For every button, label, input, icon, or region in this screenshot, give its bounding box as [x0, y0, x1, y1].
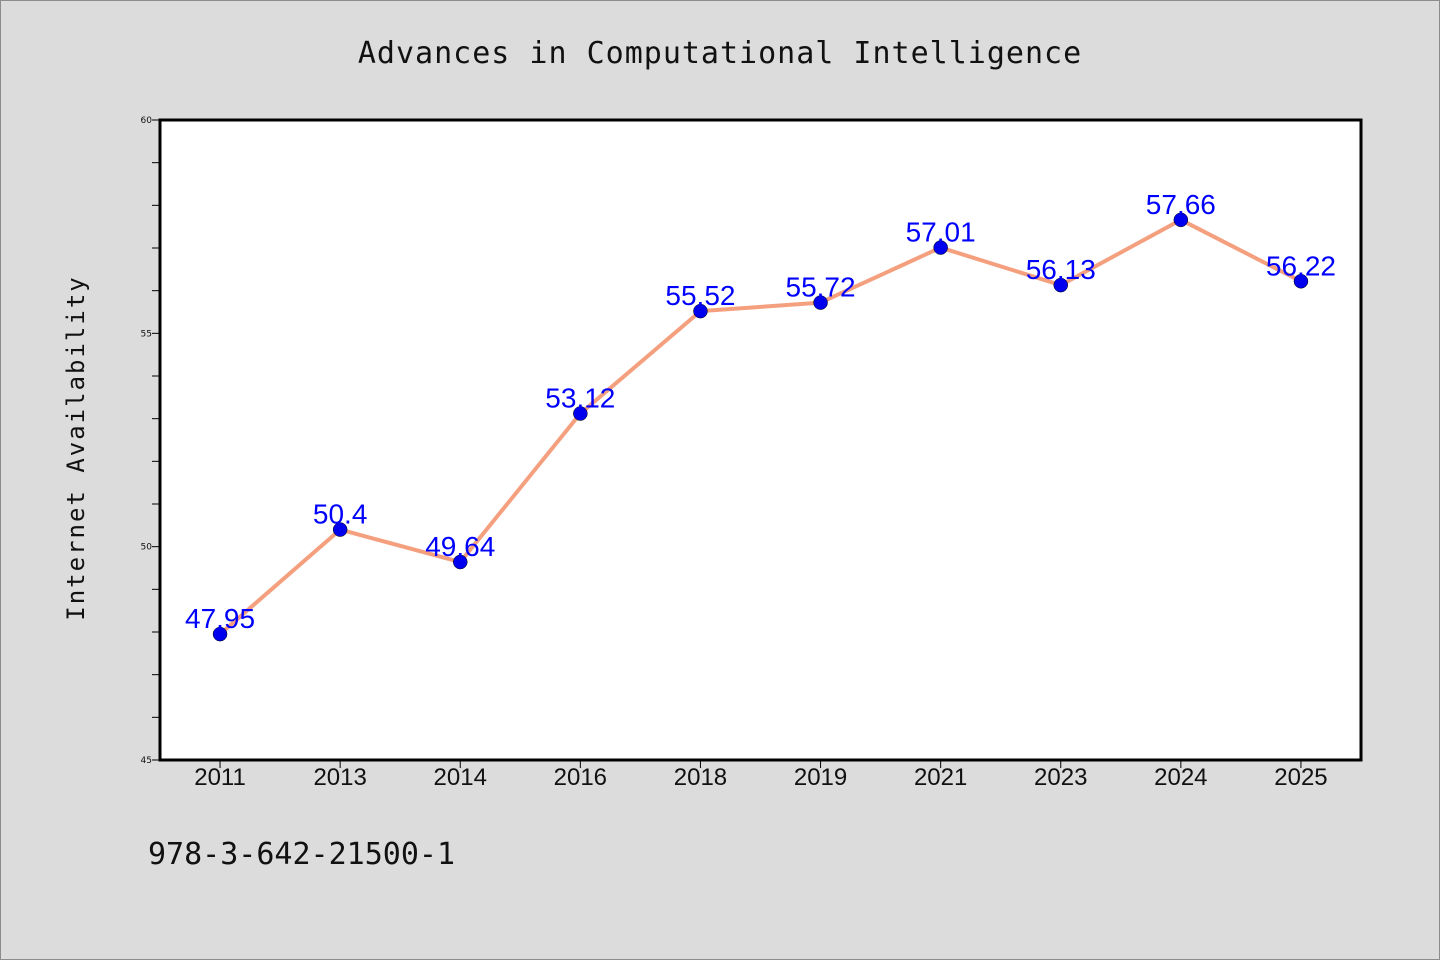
- data-label: 57.01: [906, 217, 976, 248]
- y-tick-label: 45: [141, 756, 152, 766]
- data-point: [573, 406, 588, 421]
- x-tick-label: 2019: [794, 764, 847, 791]
- y-axis-label: Internet Availability: [62, 275, 90, 620]
- data-point: [1293, 274, 1309, 289]
- y-tick-label: 55: [141, 329, 152, 339]
- plot-area: [158, 118, 1363, 762]
- data-point: [813, 295, 828, 310]
- data-label: 53.12: [545, 383, 615, 414]
- isbn-footer: 978-3-642-21500-1: [148, 837, 455, 872]
- data-labels-group: 47.95 50.4 49.64 53.12 55.52 55.72 57.01 56.13 5…: [185, 189, 1336, 634]
- x-axis-ticks: 2011 2013 2014 2016 2018 2019 2021 2023 2024 2025: [194, 760, 1328, 791]
- data-point: [453, 554, 468, 570]
- y-tick-label: 60: [141, 116, 153, 126]
- series-group: [212, 212, 1309, 642]
- x-tick-label: 2024: [1154, 764, 1207, 791]
- x-tick-label: 2018: [674, 764, 727, 791]
- y-axis-ticks: 45 50 55 60: [141, 116, 160, 766]
- x-tick-label: 2013: [313, 764, 366, 791]
- chart-title: Advances in Computational Intelligence: [358, 36, 1082, 71]
- data-point: [1053, 277, 1068, 293]
- data-label: 57.66: [1146, 189, 1216, 220]
- data-point: [332, 522, 348, 537]
- data-label: 56.13: [1026, 254, 1096, 285]
- data-label: 47.95: [185, 603, 255, 634]
- series-line: [218, 217, 1302, 636]
- x-tick-label: 2011: [194, 764, 246, 791]
- data-label: 56.22: [1266, 250, 1336, 281]
- x-tick-label: 2021: [914, 764, 967, 791]
- data-label: 55.52: [665, 280, 735, 311]
- data-label: 55.72: [786, 272, 856, 303]
- y-tick-label: 50: [141, 543, 153, 553]
- data-point: [212, 626, 228, 642]
- data-label: 49.64: [425, 531, 495, 562]
- x-tick-label: 2023: [1034, 764, 1087, 791]
- x-tick-label: 2025: [1274, 764, 1327, 791]
- data-point: [693, 303, 708, 319]
- data-point: [1173, 212, 1189, 228]
- x-tick-label: 2014: [434, 764, 487, 791]
- data-label: 50.4: [313, 499, 368, 530]
- data-point: [933, 240, 948, 255]
- x-tick-label: 2016: [554, 764, 607, 791]
